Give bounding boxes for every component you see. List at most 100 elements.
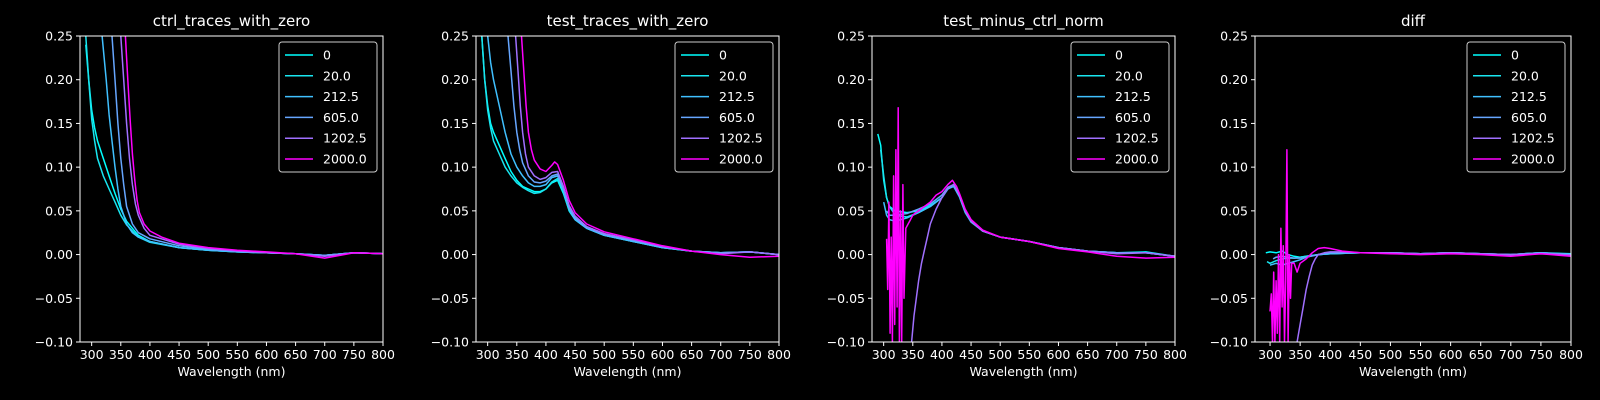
- x-tick-label: 700: [313, 347, 337, 362]
- y-tick-label: 0.20: [441, 72, 469, 87]
- series-line-2000.0: [1269, 148, 1571, 342]
- x-tick-label: 350: [1288, 347, 1312, 362]
- y-tick-label: −0.10: [35, 335, 73, 350]
- y-tick-label: 0.00: [837, 247, 865, 262]
- legend-box: [278, 41, 378, 173]
- series-line-2000.0: [520, 36, 779, 258]
- legend-box: [1070, 41, 1170, 173]
- y-tick-label: 0.00: [45, 247, 73, 262]
- x-tick-label: 450: [563, 347, 587, 362]
- y-tick-label: 0.15: [45, 116, 73, 131]
- x-tick-label: 350: [505, 347, 529, 362]
- legend-label: 1202.5: [323, 131, 367, 146]
- chart-panel-1: 300 350 400 450 500 550 600 650 700 750 800 −0.10 −0…: [35, 12, 395, 379]
- x-tick-label: 700: [1105, 347, 1129, 362]
- legend-label: 212.5: [323, 89, 359, 104]
- x-tick-label: 550: [621, 347, 645, 362]
- x-tick-label: 300: [872, 347, 896, 362]
- x-axis-label: Wavelength (nm): [1359, 364, 1467, 379]
- legend: 0 20.0 212.5 605.0 1202.5 2000.0: [1466, 41, 1566, 173]
- y-tick-label: −0.05: [35, 291, 73, 306]
- y-tick-label: 0.05: [45, 203, 73, 218]
- legend-label: 212.5: [719, 89, 755, 104]
- y-tick-label: 0.15: [837, 116, 865, 131]
- x-tick-label: 800: [1163, 347, 1187, 362]
- x-tick-label: 300: [80, 347, 104, 362]
- legend-box: [674, 41, 774, 173]
- legend-label: 605.0: [719, 110, 755, 125]
- x-tick-label: 450: [167, 347, 191, 362]
- x-tick-label: 550: [1017, 347, 1041, 362]
- axes-frame: [871, 35, 1176, 343]
- y-tick-label: −0.05: [431, 291, 469, 306]
- x-tick-label: 650: [1469, 347, 1493, 362]
- legend-label: 0: [1511, 48, 1519, 63]
- legend-label: 605.0: [1511, 110, 1547, 125]
- legend-label: 212.5: [1511, 89, 1547, 104]
- x-tick-label: 750: [342, 347, 366, 362]
- x-tick-label: 700: [709, 347, 733, 362]
- x-tick-label: 600: [1047, 347, 1071, 362]
- x-tick-label: 300: [476, 347, 500, 362]
- x-tick-label: 650: [680, 347, 704, 362]
- legend-label: 1202.5: [719, 131, 763, 146]
- y-tick-label: 0.25: [1220, 29, 1248, 44]
- x-tick-label: 450: [1348, 347, 1372, 362]
- x-tick-label: 400: [1318, 347, 1342, 362]
- y-tick-label: 0.00: [441, 247, 469, 262]
- y-tick-label: 0.05: [1220, 203, 1248, 218]
- legend-label: 0: [323, 48, 331, 63]
- x-axis-label: Wavelength (nm): [970, 364, 1078, 379]
- x-axis-label: Wavelength (nm): [178, 364, 286, 379]
- legend-label: 20.0: [323, 68, 351, 83]
- x-tick-label: 650: [1076, 347, 1100, 362]
- y-tick-label: −0.10: [431, 335, 469, 350]
- chart-title: test_minus_ctrl_norm: [943, 12, 1104, 31]
- x-tick-label: 450: [959, 347, 983, 362]
- x-tick-label: 350: [109, 347, 133, 362]
- legend-label: 1202.5: [1115, 131, 1159, 146]
- legend-label: 1202.5: [1511, 131, 1555, 146]
- legend-label: 212.5: [1115, 89, 1151, 104]
- y-tick-label: 0.20: [1220, 72, 1248, 87]
- y-tick-label: 0.15: [1220, 116, 1248, 131]
- x-tick-label: 800: [1559, 347, 1583, 362]
- x-tick-label: 400: [534, 347, 558, 362]
- y-tick-label: 0.25: [837, 29, 865, 44]
- legend-label: 605.0: [1115, 110, 1151, 125]
- y-tick-label: 0.25: [441, 29, 469, 44]
- x-axis-label: Wavelength (nm): [574, 364, 682, 379]
- axes-frame: [79, 35, 384, 343]
- series-line-212.5: [486, 36, 779, 256]
- x-tick-label: 750: [1134, 347, 1158, 362]
- x-tick-label: 300: [1258, 347, 1282, 362]
- x-tick-label: 550: [225, 347, 249, 362]
- y-tick-label: 0.15: [441, 116, 469, 131]
- chart-title: ctrl_traces_with_zero: [153, 12, 310, 31]
- legend-label: 20.0: [1115, 68, 1143, 83]
- axes-frame: [1254, 35, 1572, 343]
- series-line-2000.0: [885, 106, 1175, 342]
- x-tick-label: 550: [1409, 347, 1433, 362]
- x-tick-label: 400: [930, 347, 954, 362]
- x-tick-label: 500: [196, 347, 220, 362]
- y-tick-label: 0.25: [45, 29, 73, 44]
- x-tick-label: 600: [255, 347, 279, 362]
- legend-label: 2000.0: [323, 152, 367, 167]
- y-tick-label: 0.10: [1220, 160, 1248, 175]
- legend-box: [1466, 41, 1566, 173]
- x-tick-label: 350: [901, 347, 925, 362]
- y-tick-label: 0.05: [441, 203, 469, 218]
- legend-label: 2000.0: [1511, 152, 1555, 167]
- x-tick-label: 800: [371, 347, 395, 362]
- y-tick-label: −0.10: [1210, 335, 1248, 350]
- y-tick-label: −0.05: [827, 291, 865, 306]
- legend-label: 0: [719, 48, 727, 63]
- legend-label: 2000.0: [1115, 152, 1159, 167]
- x-tick-label: 600: [651, 347, 675, 362]
- y-tick-label: 0.20: [45, 72, 73, 87]
- legend-label: 605.0: [323, 110, 359, 125]
- x-tick-label: 500: [592, 347, 616, 362]
